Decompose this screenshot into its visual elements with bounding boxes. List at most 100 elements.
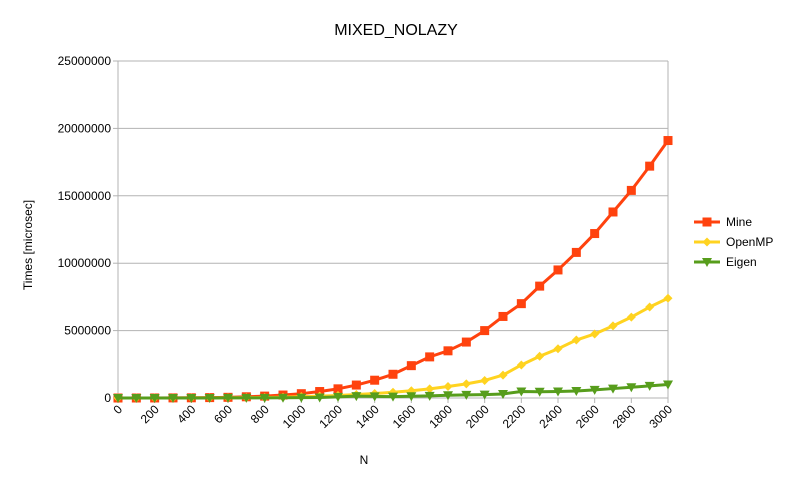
x-tick-label: 400	[174, 402, 198, 426]
data-point-mine	[571, 247, 581, 257]
data-point-eigen	[406, 392, 417, 402]
data-point-openmp	[553, 344, 563, 354]
gridlines	[118, 60, 668, 399]
legend-marker-mine	[702, 217, 712, 227]
legend: Mine OpenMP Eigen	[694, 215, 773, 269]
data-point-openmp	[461, 379, 471, 389]
data-point-mine	[443, 346, 453, 356]
data-point-mine	[590, 229, 600, 239]
data-point-eigen	[516, 387, 527, 397]
x-tick-label: 200	[138, 402, 162, 426]
x-tick-label: 800	[248, 402, 272, 426]
x-tick-label: 1000	[280, 402, 309, 431]
data-point-openmp	[425, 384, 435, 394]
data-point-eigen	[168, 393, 178, 403]
data-point-openmp	[608, 321, 618, 331]
data-point-eigen	[443, 391, 453, 401]
legend-item-eigen: Eigen	[694, 255, 757, 269]
data-point-mine	[315, 387, 325, 397]
data-point-mine	[535, 281, 545, 291]
x-axis-label: N	[360, 453, 369, 467]
data-point-eigen	[259, 393, 270, 403]
data-point-mine	[498, 311, 508, 321]
data-point-eigen	[186, 393, 197, 403]
data-point-eigen	[113, 394, 123, 403]
data-point-openmp	[480, 375, 490, 385]
x-tick-label: 2000	[463, 402, 492, 431]
x-tick-label: 2600	[573, 402, 602, 431]
legend-marker-openmp	[702, 237, 712, 247]
data-point-eigen	[131, 393, 142, 403]
data-point-mine	[333, 384, 343, 394]
data-point-mine	[388, 369, 398, 379]
data-point-openmp	[571, 335, 581, 345]
x-tick-label: 1800	[426, 402, 455, 431]
data-point-openmp	[626, 312, 636, 322]
data-point-eigen	[278, 393, 288, 403]
data-point-eigen	[369, 392, 380, 402]
y-axis-label: Times [microsec]	[21, 200, 35, 290]
data-point-mine	[351, 380, 361, 390]
y-tick-label: 5000000	[64, 324, 111, 338]
data-point-eigen	[314, 393, 325, 403]
data-point-eigen	[149, 393, 160, 403]
data-point-eigen	[296, 393, 307, 403]
data-point-eigen	[626, 383, 637, 393]
x-tick-label: 2400	[536, 402, 565, 431]
y-tick-labels: 0 5000000 10000000 15000000 20000000 25000000	[58, 54, 112, 405]
data-point-mine	[516, 299, 526, 309]
chart-title: MIXED_NOLAZY	[334, 22, 458, 39]
x-tick-label: 1200	[316, 402, 345, 431]
x-tick-label: 2800	[610, 402, 639, 431]
data-point-eigen	[571, 386, 582, 396]
y-tick-label: 10000000	[58, 256, 112, 270]
x-tick-label: 1600	[390, 402, 419, 431]
data-point-eigen	[204, 393, 215, 403]
data-point-openmp	[535, 351, 545, 361]
data-point-eigen	[589, 385, 600, 395]
legend-item-mine: Mine	[694, 215, 752, 229]
data-point-mine	[370, 375, 380, 385]
y-tick-label: 0	[104, 391, 111, 405]
data-point-mine	[626, 185, 636, 195]
x-tick-label: 0	[110, 402, 125, 417]
legend-marker-eigen	[702, 258, 712, 267]
data-point-eigen	[461, 390, 472, 400]
data-point-eigen	[534, 387, 545, 397]
x-tick-label: 1400	[353, 402, 382, 431]
data-point-mine	[663, 136, 673, 146]
data-point-openmp	[645, 302, 655, 312]
data-point-eigen	[424, 391, 435, 401]
data-point-mine	[406, 361, 416, 371]
data-point-eigen	[388, 392, 398, 402]
data-point-eigen	[333, 392, 343, 402]
axes	[113, 60, 669, 403]
data-point-mine	[645, 161, 655, 171]
y-tick-label: 15000000	[58, 189, 112, 203]
x-tick-labels: 0 200 400 600 800 1000 1200 1400 1600 1800 2000 220…	[110, 402, 675, 431]
data-point-mine	[480, 326, 490, 336]
legend-label: Eigen	[726, 255, 757, 269]
series-line-mine	[117, 139, 670, 400]
data-point-eigen	[479, 390, 490, 400]
data-point-eigen	[498, 389, 508, 399]
x-tick-label: 2200	[500, 402, 529, 431]
data-point-eigen	[644, 381, 655, 391]
data-point-mine	[461, 337, 471, 347]
y-tick-label: 25000000	[58, 54, 112, 68]
data-point-openmp	[516, 360, 526, 370]
data-point-eigen	[663, 380, 673, 390]
data-point-openmp	[498, 370, 508, 380]
data-point-eigen	[608, 384, 618, 394]
data-point-openmp	[443, 382, 453, 392]
data-point-eigen	[351, 392, 362, 402]
legend-label: Mine	[726, 215, 752, 229]
data-point-mine	[425, 352, 435, 362]
data-point-eigen	[553, 387, 563, 397]
data-point-openmp	[663, 293, 673, 303]
y-tick-label: 20000000	[58, 121, 112, 135]
data-point-eigen	[241, 393, 252, 403]
data-point-eigen	[223, 393, 233, 403]
data-point-mine	[553, 265, 563, 275]
